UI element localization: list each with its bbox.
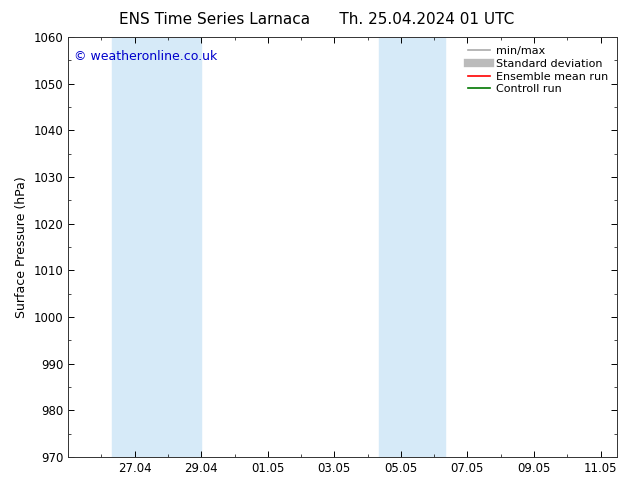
Y-axis label: Surface Pressure (hPa): Surface Pressure (hPa): [15, 176, 28, 318]
Bar: [378, 37, 445, 457]
Bar: [112, 37, 201, 457]
Text: © weatheronline.co.uk: © weatheronline.co.uk: [74, 50, 217, 63]
Legend: min/max, Standard deviation, Ensemble mean run, Controll run: min/max, Standard deviation, Ensemble me…: [465, 43, 612, 98]
Text: ENS Time Series Larnaca      Th. 25.04.2024 01 UTC: ENS Time Series Larnaca Th. 25.04.2024 0…: [119, 12, 515, 27]
